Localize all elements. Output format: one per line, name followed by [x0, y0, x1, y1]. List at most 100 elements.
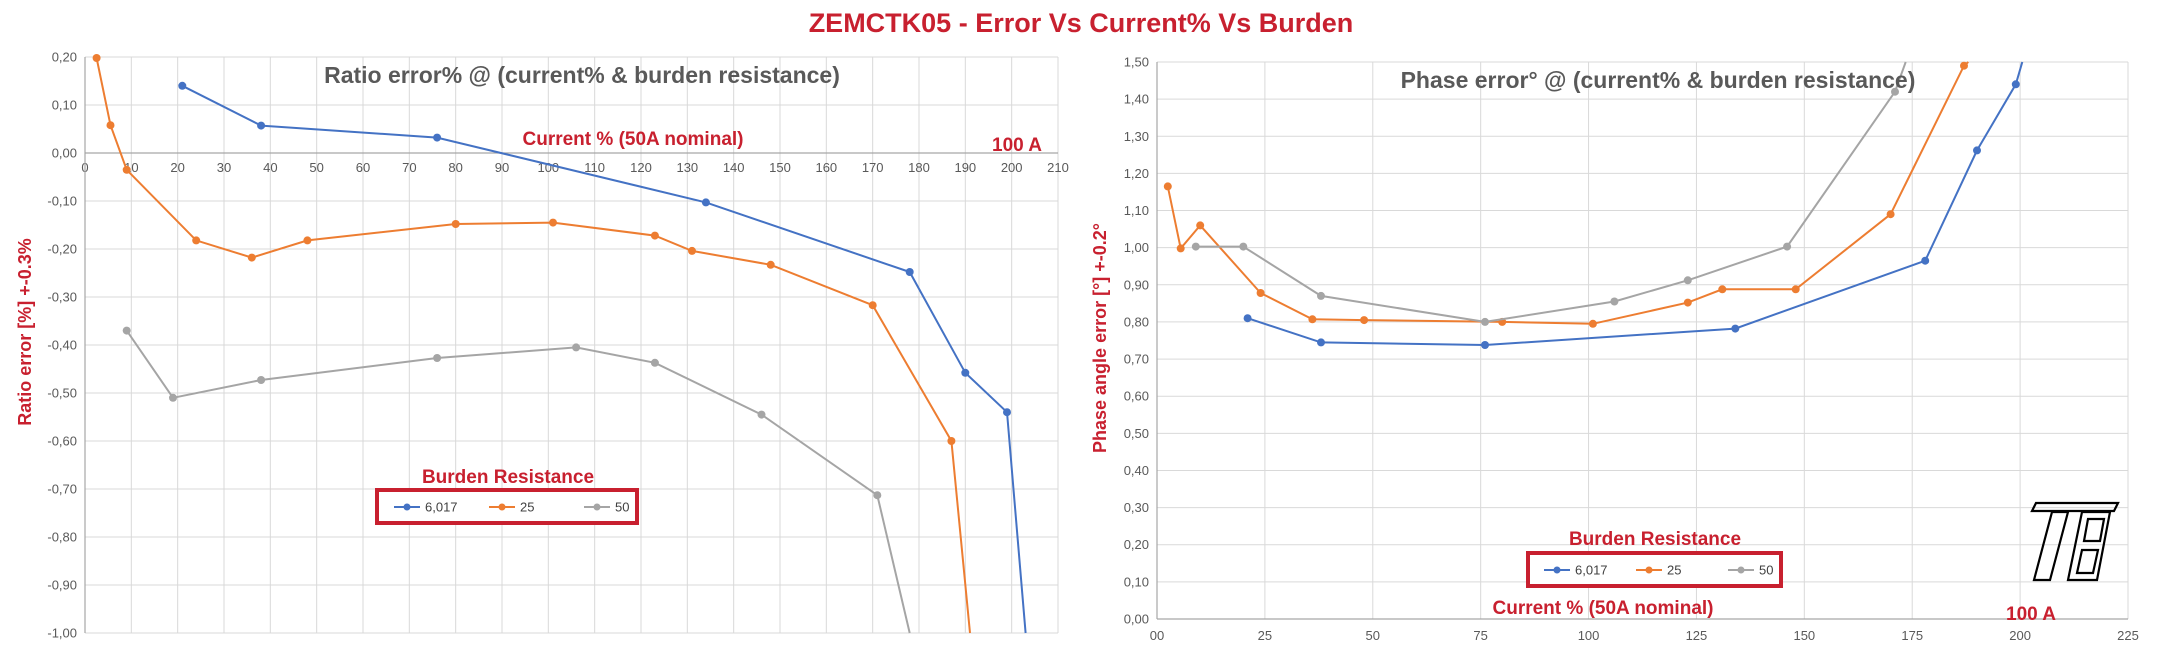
ratio-data-point	[766, 260, 775, 269]
ratio-data-point	[947, 437, 956, 445]
phase-data-point	[1588, 319, 1597, 328]
ratio-y-tick-label: -1,00	[47, 626, 77, 641]
ratio-x-tick-label: 140	[723, 160, 745, 175]
ratio-data-point	[650, 358, 659, 367]
ratio-y-tick-label: -0,40	[47, 338, 77, 353]
phase-data-point	[1191, 242, 1200, 251]
ratio-data-point	[247, 253, 256, 262]
ratio-series-line-0	[181, 84, 1027, 634]
ratio-x-tick-label: 110	[584, 160, 605, 175]
phase-legend-label: 50	[1759, 563, 1773, 578]
phase-chart-xlabel: Current % (50A nominal)	[1493, 598, 1714, 619]
ratio-x-tick-label: 190	[954, 160, 976, 175]
phase-data-point	[1256, 289, 1265, 297]
phase-x-tick-label: 75	[1473, 628, 1487, 643]
phase-data-point	[1308, 315, 1317, 324]
phase-x-tick-label: 00	[1150, 628, 1164, 643]
phase-chart-axes: 00 25 50 75 100 125 150 175 200 225 1,50 1,40 1,30 1,…	[1124, 55, 2139, 644]
ratio-chart-marker-label: 100 A	[992, 135, 1042, 156]
phase-chart-title: Phase error° @ (current% & burden resist…	[1401, 67, 1916, 93]
phase-x-tick-label: 225	[2117, 628, 2139, 643]
phase-y-tick-label: 0,10	[1124, 574, 1149, 589]
main-title: ZEMCTK05 - Error Vs Current% Vs Burden	[808, 8, 1354, 38]
phase-x-tick-label: 25	[1258, 628, 1272, 643]
phase-y-tick-label: 0,70	[1124, 352, 1149, 367]
ratio-y-tick-label: 0,20	[52, 50, 77, 65]
ratio-x-tick-label: 50	[309, 160, 323, 175]
ratio-data-point	[433, 354, 442, 362]
phase-data-point	[1973, 146, 1981, 155]
ratio-data-point	[257, 376, 266, 384]
phase-legend-title: Burden Resistance	[1569, 529, 1741, 550]
phase-series-line-0	[1247, 61, 2024, 347]
ratio-y-tick-label: -0,70	[47, 482, 77, 497]
phase-legend-marker	[1553, 566, 1561, 574]
phase-x-tick-label: 50	[1366, 628, 1380, 643]
ratio-data-point	[106, 121, 115, 130]
ratio-y-tick-label: 0,00	[52, 146, 77, 161]
ratio-data-point	[257, 121, 266, 130]
phase-data-point	[1481, 341, 1489, 349]
ratio-data-point	[451, 220, 460, 228]
ratio-data-point	[122, 326, 131, 335]
phase-data-point	[1791, 285, 1800, 294]
ratio-legend-label: 6,017	[425, 500, 458, 515]
phase-y-tick-label: 1,00	[1124, 240, 1149, 255]
phase-data-point	[1239, 242, 1248, 251]
ratio-y-tick-label: -0,90	[47, 578, 77, 593]
phase-x-tick-label: 125	[1686, 628, 1708, 643]
ratio-series-line-1	[95, 57, 971, 634]
ratio-y-tick-label: -0,60	[47, 434, 77, 449]
ratio-x-tick-label: 60	[356, 160, 370, 175]
ratio-data-point	[303, 236, 312, 245]
phase-legend-label: 25	[1667, 563, 1681, 578]
ratio-chart-labels: Ratio error% @ (current% & burden resist…	[15, 62, 1042, 488]
ratio-legend-title: Burden Resistance	[422, 467, 594, 488]
ratio-x-tick-label: 180	[908, 160, 930, 175]
phase-data-point	[1718, 285, 1727, 294]
ratio-x-tick-label: 200	[1001, 160, 1023, 175]
ratio-data-point	[701, 198, 710, 207]
phase-data-point	[1683, 276, 1692, 285]
ratio-y-tick-label: -0,50	[47, 386, 77, 401]
phase-data-point	[1163, 182, 1172, 191]
phase-x-tick-label: 175	[1901, 628, 1923, 643]
ratio-data-point	[905, 268, 914, 276]
ratio-legend-marker	[593, 503, 601, 511]
phase-y-tick-label: 1,40	[1124, 92, 1149, 107]
phase-y-tick-label: 0,80	[1124, 314, 1149, 329]
ratio-x-tick-label: 130	[676, 160, 698, 175]
ratio-x-tick-label: 70	[402, 160, 416, 175]
ratio-legend-label: 25	[520, 500, 534, 515]
ratio-legend-label: 50	[615, 500, 629, 515]
phase-y-tick-label: 1,30	[1124, 129, 1149, 144]
phase-data-point	[1960, 61, 1968, 70]
phase-series-line-1	[1166, 61, 1969, 325]
ratio-chart-legend: 6,017 25 50	[375, 488, 639, 525]
phase-legend-marker	[1737, 566, 1745, 574]
phase-chart-ylabel: Phase angle error [°] +-0.2°	[1090, 223, 1110, 453]
ratio-data-point	[688, 246, 696, 255]
phase-legend-marker	[1645, 566, 1653, 574]
phase-data-point	[1360, 316, 1369, 325]
ratio-x-tick-label: 80	[448, 160, 462, 175]
ratio-y-tick-label: -0,20	[47, 242, 77, 257]
phase-data-point	[1891, 87, 1899, 96]
phase-y-tick-label: 0,40	[1124, 463, 1149, 478]
phase-data-point	[1886, 210, 1895, 219]
ratio-data-point	[757, 410, 766, 419]
phase-chart-gridlines	[1156, 61, 2129, 620]
ratio-data-point	[178, 81, 187, 90]
ratio-data-point	[433, 133, 442, 142]
phase-data-point	[1243, 314, 1252, 323]
phase-data-point	[1196, 221, 1205, 230]
phase-y-tick-label: 0,20	[1124, 537, 1149, 552]
ratio-y-tick-label: -0,10	[47, 194, 77, 209]
ratio-x-tick-label: 40	[263, 160, 277, 175]
phase-y-tick-label: 1,50	[1124, 55, 1149, 70]
ratio-chart-xlabel: Current % (50A nominal)	[523, 129, 744, 150]
phase-y-tick-label: 0,90	[1124, 277, 1149, 292]
phase-data-point	[1731, 324, 1740, 333]
phase-data-point	[1783, 242, 1792, 251]
ratio-data-point	[868, 301, 877, 310]
